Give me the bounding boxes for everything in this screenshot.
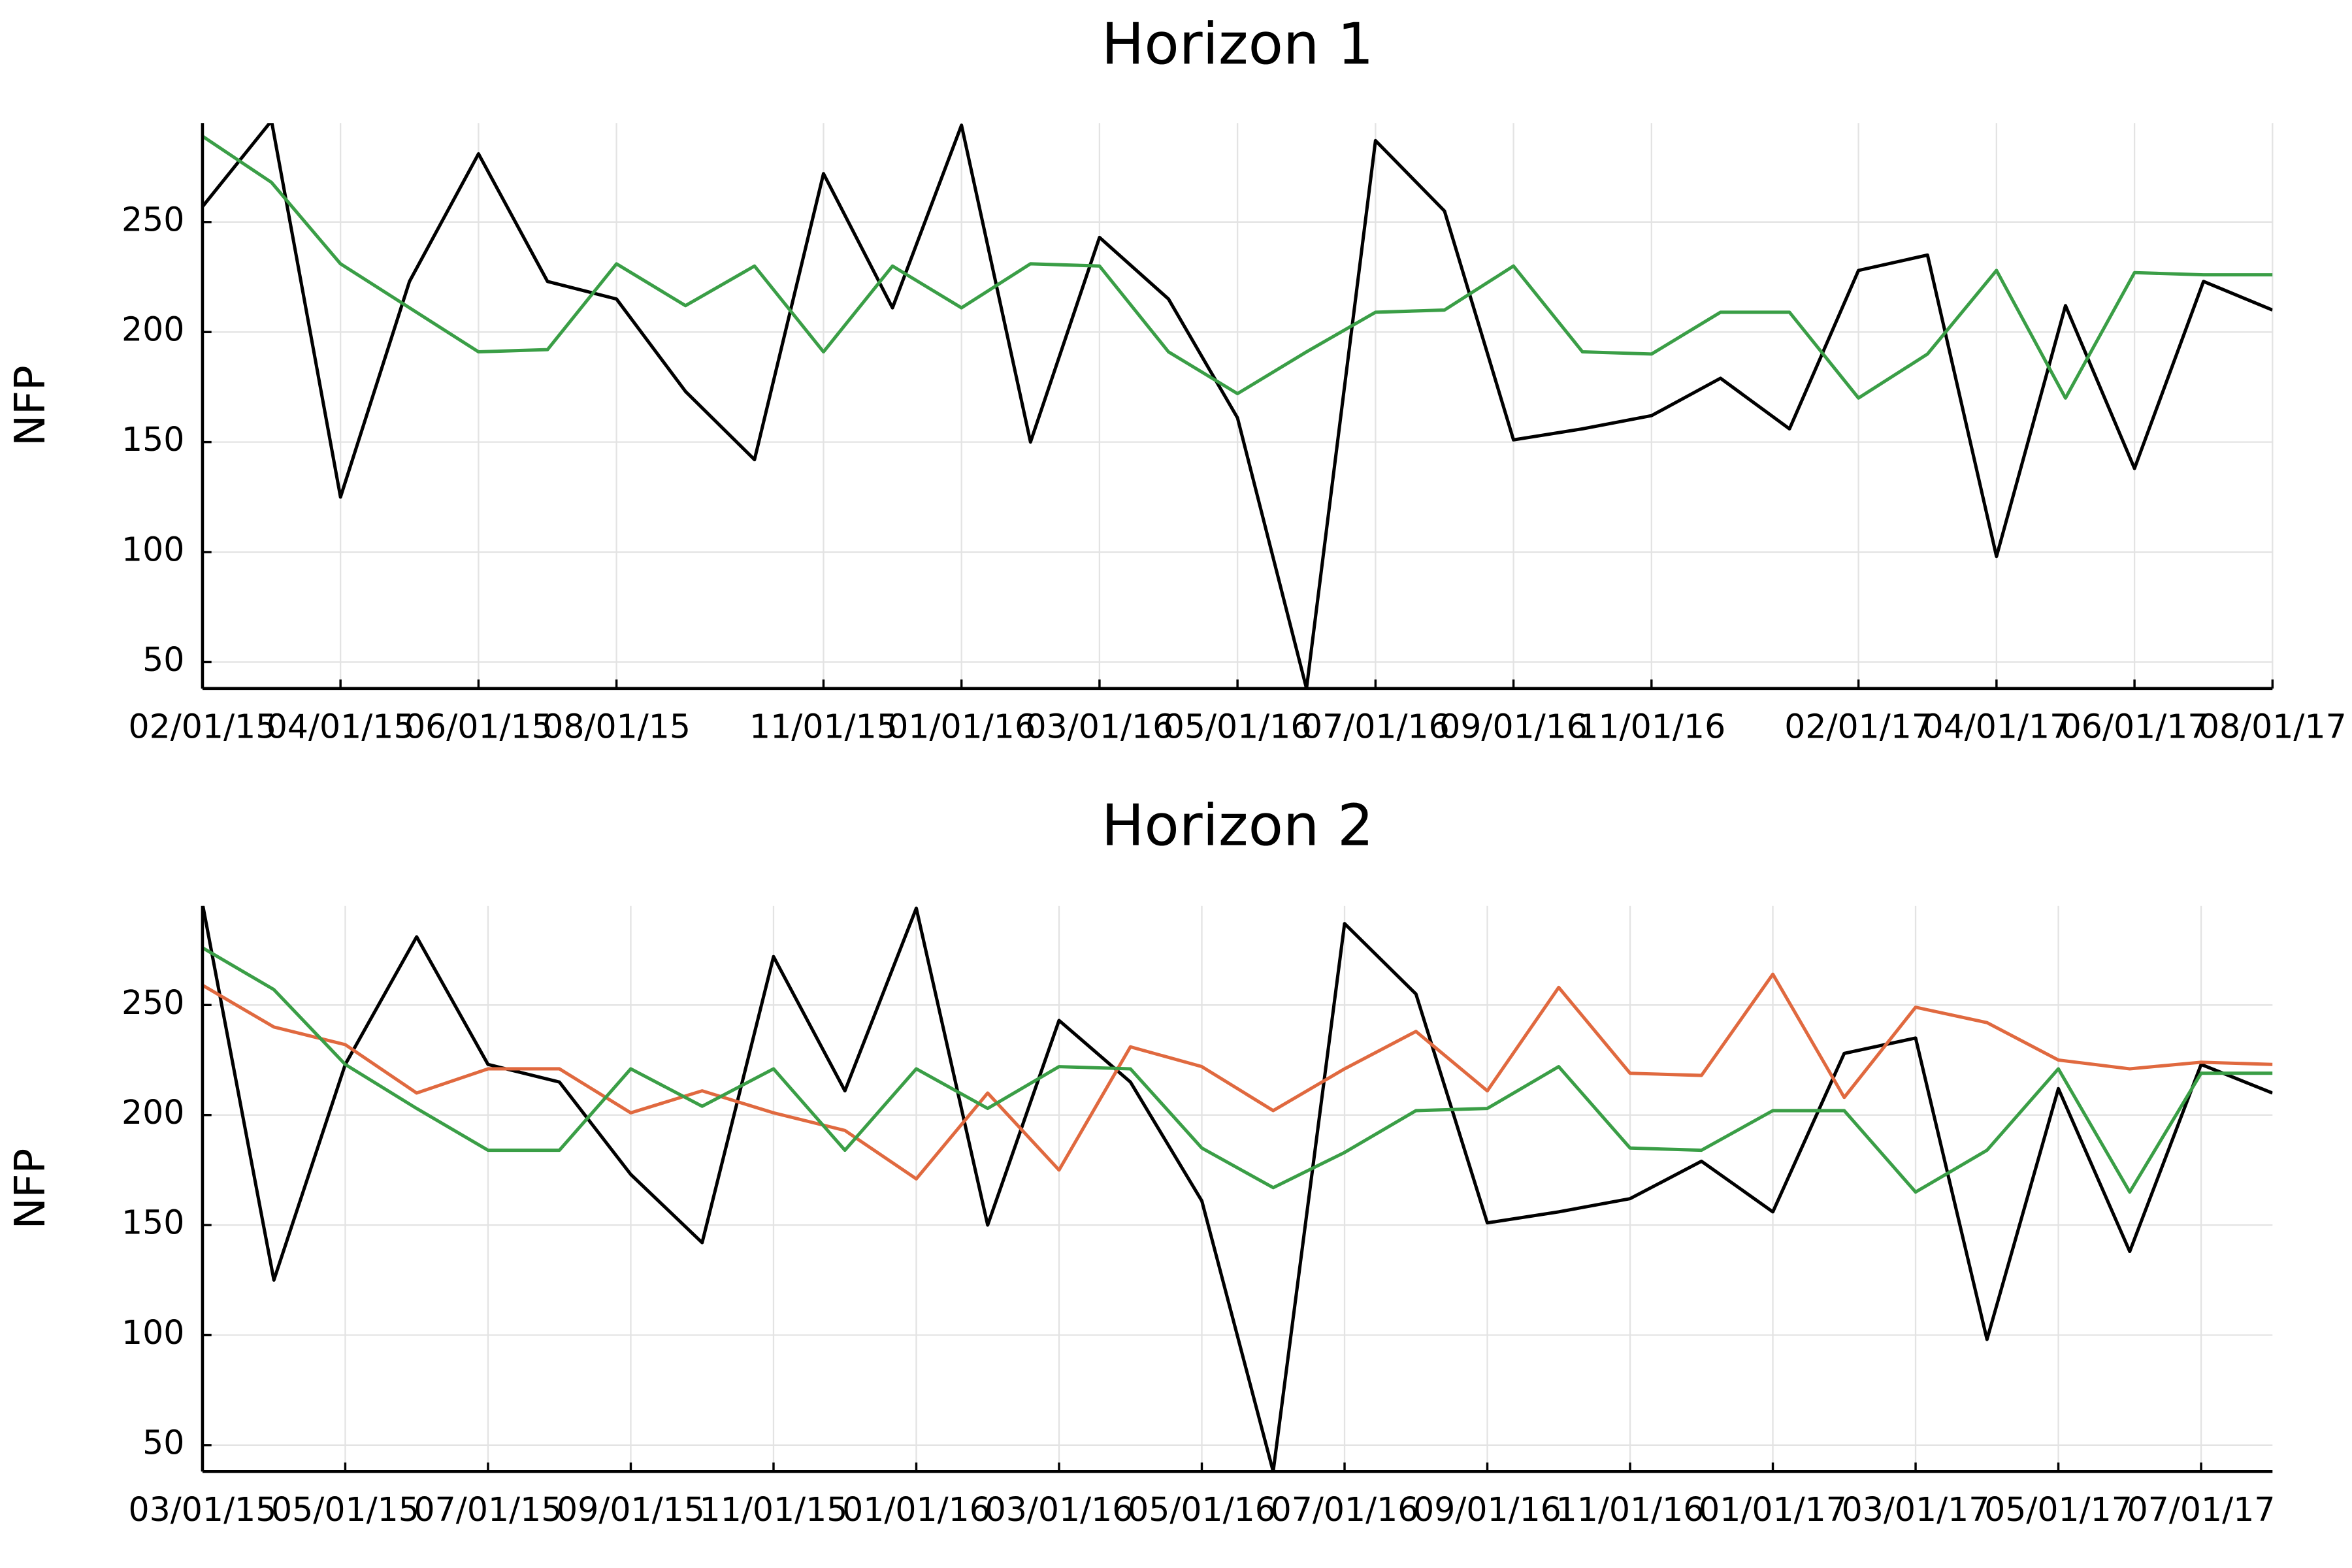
y-tick-label: 200	[122, 1093, 184, 1132]
x-tick-label: 11/01/16	[1577, 707, 1725, 745]
x-tick-label: 05/01/16	[1164, 707, 1312, 745]
x-tick-label: 03/01/16	[985, 1490, 1134, 1529]
x-tick-label: 07/01/16	[1271, 1490, 1419, 1529]
y-tick-label: 50	[142, 640, 184, 679]
x-tick-label: 09/01/16	[1439, 707, 1588, 745]
y-tick-label: 100	[122, 1313, 184, 1352]
x-tick-label: 06/01/17	[2061, 707, 2209, 745]
chart-title: Horizon 2	[1102, 792, 1374, 859]
y-tick-label: 100	[122, 531, 184, 569]
y-axis-label: NFP	[6, 1149, 55, 1230]
y-tick-label: 150	[122, 1203, 184, 1242]
x-tick-label: 01/01/17	[1699, 1490, 1847, 1529]
x-tick-label: 11/01/15	[700, 1490, 848, 1529]
x-tick-label: 05/01/15	[271, 1490, 419, 1529]
series-line	[202, 135, 2273, 400]
x-tick-label: 05/01/16	[1128, 1490, 1276, 1529]
x-tick-label: 11/01/15	[749, 707, 898, 745]
x-tick-label: 07/01/15	[414, 1490, 563, 1529]
series-line	[202, 123, 2273, 689]
x-tick-label: 05/01/17	[1984, 1490, 2132, 1529]
x-tick-label: 07/01/16	[1301, 707, 1450, 745]
y-axis-label: NFP	[6, 365, 55, 446]
x-tick-label: 09/01/16	[1413, 1490, 1561, 1529]
y-tick-label: 250	[122, 200, 184, 238]
x-tick-label: 07/01/17	[2127, 1490, 2276, 1529]
x-tick-label: 09/01/15	[557, 1490, 705, 1529]
y-tick-label: 200	[122, 310, 184, 349]
x-tick-label: 04/01/17	[1922, 707, 2070, 745]
x-tick-label: 06/01/15	[404, 707, 553, 745]
x-tick-label: 02/01/15	[129, 707, 277, 745]
series-line	[202, 946, 2273, 1194]
x-tick-label: 11/01/16	[1556, 1490, 1705, 1529]
series-line	[202, 906, 2273, 1472]
x-tick-label: 04/01/15	[267, 707, 415, 745]
y-tick-label: 150	[122, 420, 184, 459]
series-line	[202, 972, 2273, 1181]
x-tick-label: 03/01/17	[1842, 1490, 1990, 1529]
x-tick-label: 03/01/15	[129, 1490, 277, 1529]
x-tick-label: 08/01/17	[2198, 707, 2347, 745]
chart-panel: Horizon 1NFP5010015020025002/01/1504/01/…	[6, 10, 2347, 745]
y-tick-label: 250	[122, 983, 184, 1022]
chart-title: Horizon 1	[1102, 10, 1374, 77]
chart-panel: Horizon 2NFP5010015020025003/01/1505/01/…	[6, 792, 2275, 1529]
x-tick-label: 01/01/16	[887, 707, 1036, 745]
x-tick-label: 03/01/16	[1026, 707, 1174, 745]
x-tick-label: 02/01/17	[1784, 707, 1933, 745]
x-tick-label: 08/01/15	[542, 707, 691, 745]
x-tick-label: 01/01/16	[842, 1490, 990, 1529]
y-tick-label: 50	[142, 1423, 184, 1462]
